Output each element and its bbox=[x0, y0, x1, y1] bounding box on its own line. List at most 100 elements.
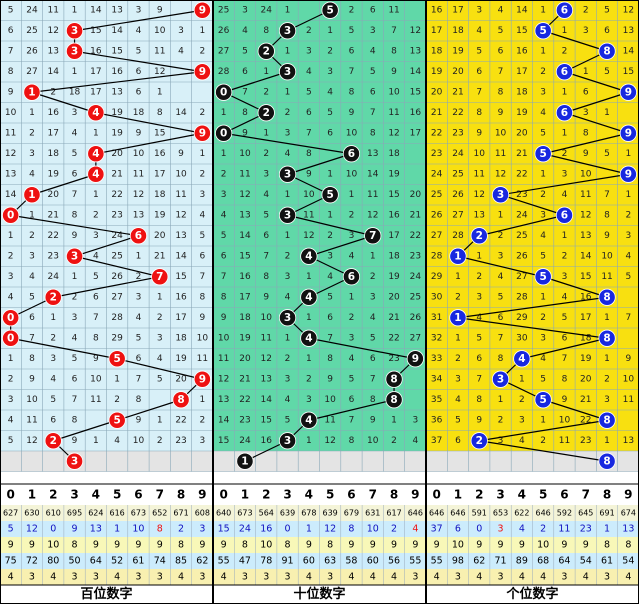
stat-value: 671 bbox=[173, 509, 188, 518]
ball-marker bbox=[555, 104, 574, 122]
ball-marker bbox=[129, 227, 148, 245]
grid-cell-value: 5 bbox=[604, 149, 610, 159]
grid-cell-value: 14 bbox=[5, 190, 17, 200]
grid-cell-value: 2 bbox=[540, 313, 546, 323]
grid-cell-value: 29 bbox=[111, 333, 123, 343]
grid-cell-value: 4 bbox=[72, 128, 78, 138]
grid-cell-value: 20 bbox=[580, 374, 592, 384]
grid-cell-value: 16 bbox=[410, 108, 422, 118]
grid-cell-value: 8 bbox=[72, 210, 78, 220]
grid-cell-value: 2 bbox=[391, 436, 397, 446]
grid-cell-value: 6 bbox=[221, 251, 227, 261]
grid-cell-value: 1 bbox=[604, 436, 610, 446]
grid-cell-value: 12 bbox=[218, 374, 229, 384]
grid-cell-value: 3 bbox=[50, 354, 56, 364]
stat-value: 2 bbox=[391, 524, 397, 535]
trend-line bbox=[479, 214, 565, 237]
grid-cell-value: 12 bbox=[261, 354, 272, 364]
grid-cell-value: 3 bbox=[285, 374, 291, 384]
stat-value: 622 bbox=[514, 509, 529, 518]
ball-value: 3 bbox=[284, 25, 291, 37]
grid-cell-value: 20 bbox=[48, 190, 60, 200]
trend-line bbox=[479, 419, 608, 442]
ball-value: 0 bbox=[7, 312, 14, 324]
trend-line bbox=[542, 276, 608, 298]
grid-cell-value: 5 bbox=[50, 395, 56, 405]
grid-cell-value: 21 bbox=[452, 87, 463, 97]
grid-cell-value: 5 bbox=[29, 292, 35, 302]
grid-cell-value: 2 bbox=[370, 272, 376, 282]
grid-cell-value: 7 bbox=[199, 272, 205, 282]
trend-line bbox=[308, 399, 395, 421]
grid-cell-value: 5 bbox=[498, 292, 504, 302]
grid-cell-value: 9 bbox=[306, 169, 312, 179]
stat-value: 12 bbox=[26, 524, 38, 535]
grid-cell-value: 6 bbox=[327, 128, 333, 138]
grid-cell-value: 13 bbox=[5, 169, 16, 179]
grid-cell-value: 1 bbox=[391, 415, 397, 425]
grid-cell-value: 6 bbox=[349, 46, 355, 56]
ball-value: 1 bbox=[28, 189, 35, 201]
grid-cell-value: 3 bbox=[370, 26, 376, 36]
grid-cell-value: 4 bbox=[263, 190, 269, 200]
grid-cell-value: 3 bbox=[221, 190, 227, 200]
grid-cell-value: 13 bbox=[239, 210, 250, 220]
stat-value: 9 bbox=[348, 540, 354, 551]
digit-header: 5 bbox=[113, 488, 121, 502]
grid-cell-value: 24 bbox=[516, 210, 528, 220]
trend-line bbox=[116, 399, 182, 421]
ball-marker bbox=[555, 1, 574, 19]
grid-cell-value: 2 bbox=[540, 67, 546, 77]
footer-bg bbox=[0, 585, 213, 604]
ball-value: 5 bbox=[326, 4, 333, 16]
grid-cell-value: 28 bbox=[516, 292, 528, 302]
stat-value: 646 bbox=[408, 509, 423, 518]
stat-value: 8 bbox=[72, 540, 78, 551]
grid-cell-value: 2 bbox=[327, 46, 333, 56]
ball-marker bbox=[300, 329, 318, 347]
grid-cell-value: 2 bbox=[349, 210, 355, 220]
trend-line bbox=[308, 337, 416, 360]
grid-cell-value: 4 bbox=[29, 169, 35, 179]
ball-value: 0 bbox=[220, 86, 227, 98]
grid-cell-value: 10 bbox=[324, 395, 336, 405]
grid-cell-value: 1 bbox=[306, 272, 312, 282]
grid-cell-value: 4 bbox=[327, 272, 333, 282]
trend-line bbox=[31, 71, 203, 93]
grid-cell-value: 27 bbox=[218, 46, 229, 56]
ball-value: 8 bbox=[603, 291, 610, 303]
grid-cell-value: 25 bbox=[431, 190, 442, 200]
stat-value: 646 bbox=[536, 509, 551, 518]
grid-cell-value: 8 bbox=[476, 108, 482, 118]
grid-cell-value: 17 bbox=[90, 67, 101, 77]
grid-cell-value: 2 bbox=[114, 395, 120, 405]
ball-marker bbox=[598, 329, 616, 347]
grid-cell-value: 3 bbox=[72, 313, 78, 323]
ball-value: 8 bbox=[603, 455, 610, 467]
grid-cell-value: 3 bbox=[327, 251, 333, 261]
grid-cell-value: 1 bbox=[93, 436, 99, 446]
grid-cell-value: 7 bbox=[370, 108, 376, 118]
stat-value: 9 bbox=[221, 540, 227, 551]
digit-header: 3 bbox=[496, 488, 504, 502]
ball-marker bbox=[534, 22, 552, 40]
grid-cell-value: 1 bbox=[50, 313, 56, 323]
stat-value: 9 bbox=[199, 540, 205, 551]
grid-cell-value: 5 bbox=[285, 415, 291, 425]
grid-cell-value: 1 bbox=[285, 190, 291, 200]
ball-value: 9 bbox=[199, 66, 206, 78]
grid-cell-value: 8 bbox=[221, 292, 227, 302]
grid-cell-value: 20 bbox=[388, 292, 400, 302]
grid-cell-value: 2 bbox=[455, 354, 461, 364]
grid-cell-value: 1 bbox=[327, 169, 333, 179]
grid-cell-value: 17 bbox=[48, 128, 59, 138]
ball-value: 6 bbox=[348, 148, 355, 160]
grid-cell-value: 27 bbox=[26, 67, 37, 77]
grid-cell-value: 2 bbox=[221, 169, 227, 179]
stat-value: 4 bbox=[412, 524, 418, 535]
trend-line bbox=[287, 214, 373, 237]
ball-value: 4 bbox=[305, 291, 312, 303]
stat-value: 98 bbox=[452, 556, 464, 567]
grid-cell-value: 17 bbox=[452, 5, 463, 15]
grid-cell-value: 12 bbox=[580, 210, 591, 220]
